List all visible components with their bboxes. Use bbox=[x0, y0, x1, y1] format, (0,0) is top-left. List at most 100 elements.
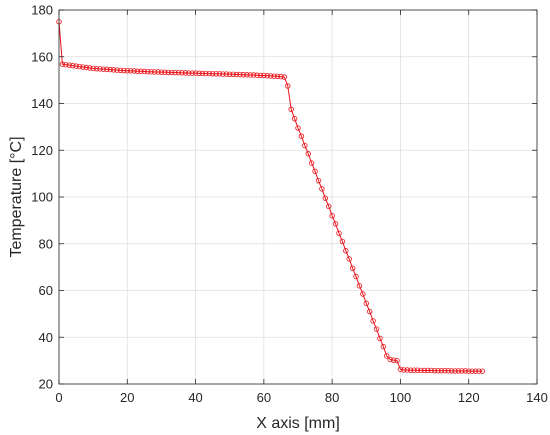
data-point bbox=[90, 65, 96, 72]
grid bbox=[58, 9, 538, 385]
data-point bbox=[59, 61, 66, 67]
data-point bbox=[411, 367, 417, 373]
data-point bbox=[448, 368, 455, 374]
data-point bbox=[384, 353, 390, 359]
data-point bbox=[66, 62, 72, 68]
y-tick-label: 100 bbox=[31, 190, 53, 205]
y-tick-label: 40 bbox=[39, 330, 53, 345]
data-point bbox=[250, 72, 257, 78]
data-point bbox=[274, 73, 281, 80]
data-point bbox=[394, 357, 400, 364]
data-point bbox=[227, 71, 233, 77]
data-point bbox=[220, 71, 226, 77]
data-point bbox=[418, 367, 424, 374]
data-point bbox=[168, 69, 175, 76]
data-point bbox=[401, 367, 407, 373]
data-point bbox=[264, 72, 270, 79]
data-point bbox=[397, 366, 404, 372]
data-point bbox=[315, 177, 322, 184]
data-point bbox=[206, 70, 212, 77]
data-point bbox=[223, 71, 229, 77]
data-point bbox=[162, 69, 168, 75]
y-tick-label: 80 bbox=[39, 236, 53, 251]
data-point bbox=[455, 368, 462, 374]
data-point bbox=[87, 65, 93, 71]
data-point bbox=[425, 367, 431, 374]
data-point bbox=[199, 70, 206, 77]
x-tick-label: 60 bbox=[257, 390, 271, 405]
data-point bbox=[175, 69, 182, 76]
data-point bbox=[233, 71, 240, 78]
data-point bbox=[148, 69, 154, 75]
data-point bbox=[332, 221, 339, 227]
data-point bbox=[360, 291, 366, 297]
data-point bbox=[196, 70, 202, 77]
y-tick-label: 140 bbox=[31, 96, 53, 111]
data-point bbox=[445, 367, 451, 374]
data-point bbox=[435, 367, 441, 374]
data-point bbox=[472, 368, 479, 374]
data-point bbox=[213, 71, 219, 77]
data-point bbox=[363, 300, 369, 307]
y-tick-label: 160 bbox=[31, 49, 53, 64]
data-point bbox=[459, 368, 465, 374]
data-point bbox=[240, 72, 247, 78]
data-point bbox=[339, 238, 346, 245]
y-tick-label: 180 bbox=[31, 3, 53, 18]
data-point bbox=[295, 125, 301, 131]
x-tick-label: 0 bbox=[55, 390, 62, 405]
data-point bbox=[179, 70, 185, 76]
data-point bbox=[476, 368, 482, 374]
data-point bbox=[285, 83, 291, 89]
data-point bbox=[69, 62, 76, 69]
data-point bbox=[83, 64, 90, 71]
data-point bbox=[107, 66, 113, 73]
y-tick-label: 60 bbox=[39, 283, 53, 298]
data-point bbox=[186, 70, 192, 76]
data-point bbox=[288, 106, 294, 113]
x-tick-label: 140 bbox=[526, 390, 548, 405]
data-point bbox=[414, 367, 421, 373]
data-point bbox=[305, 151, 311, 157]
data-point bbox=[141, 68, 148, 75]
data-point bbox=[302, 142, 308, 149]
x-axis-title: X axis [mm] bbox=[256, 415, 340, 432]
data-point bbox=[93, 65, 100, 72]
data-point bbox=[431, 367, 438, 374]
data-point bbox=[203, 70, 209, 77]
data-point bbox=[114, 67, 120, 73]
x-tick-labels: 0 20 40 60 80 100 120 140 bbox=[55, 390, 547, 405]
data-markers bbox=[56, 18, 486, 374]
data-point bbox=[104, 66, 110, 73]
data-point bbox=[100, 66, 107, 72]
data-point bbox=[298, 133, 305, 139]
data-point bbox=[452, 368, 458, 374]
data-point bbox=[80, 64, 86, 70]
data-point bbox=[442, 367, 448, 374]
data-point bbox=[121, 67, 127, 74]
series-line bbox=[58, 21, 483, 372]
data-point bbox=[336, 230, 342, 236]
data-point bbox=[387, 356, 393, 363]
data-point bbox=[76, 63, 83, 70]
data-point bbox=[291, 115, 298, 122]
data-point bbox=[110, 67, 117, 73]
y-tick-label: 20 bbox=[39, 377, 53, 392]
data-point bbox=[271, 73, 277, 79]
data-point bbox=[390, 357, 397, 363]
data-point bbox=[131, 68, 137, 74]
data-point bbox=[247, 72, 253, 78]
data-point bbox=[192, 70, 199, 76]
x-tick-label: 100 bbox=[390, 390, 412, 405]
data-point bbox=[466, 368, 472, 374]
data-point bbox=[308, 160, 315, 166]
data-point bbox=[421, 367, 428, 374]
data-point bbox=[127, 68, 134, 74]
data-point bbox=[356, 283, 363, 289]
data-point bbox=[124, 68, 130, 74]
data-point bbox=[216, 71, 223, 77]
data-point bbox=[407, 367, 414, 373]
data-point bbox=[209, 71, 216, 77]
data-point bbox=[237, 71, 243, 78]
